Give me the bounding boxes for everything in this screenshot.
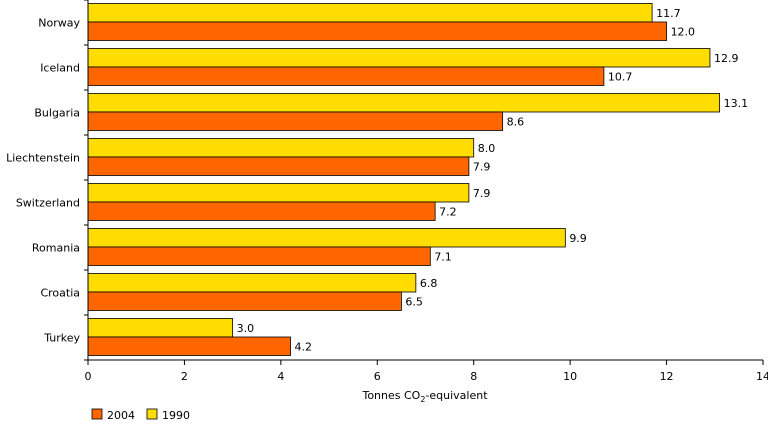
value-labels-group: 11.7 12.0 12.9 10.7 13.1 8.6 8.0 7.9 7.9 7.2 9.9 7.… — [237, 7, 748, 354]
value-label-1990-norway: 11.7 — [656, 7, 681, 20]
bar-2004-switzerland — [87, 201, 436, 221]
bar-1990-romania — [87, 228, 566, 248]
category-label-romania: Romania — [32, 242, 80, 255]
legend-label-1990: 1990 — [162, 409, 190, 422]
x-ticks-group: 0 2 4 6 8 10 12 14 — [85, 360, 768, 383]
value-label-1990-croatia: 6.8 — [420, 277, 438, 290]
value-label-2004-norway: 12.0 — [671, 25, 696, 38]
value-label-1990-bulgaria: 13.1 — [724, 97, 749, 110]
category-label-bulgaria: Bulgaria — [34, 107, 80, 120]
value-label-1990-romania: 9.9 — [569, 232, 587, 245]
value-label-1990-switzerland: 7.9 — [473, 187, 491, 200]
bar-2004-croatia — [87, 291, 402, 311]
category-labels-group: Norway Iceland Bulgaria Liechtenstein Switze… — [6, 17, 80, 345]
bar-1990-iceland — [87, 48, 711, 68]
bar-2004-norway — [87, 21, 667, 41]
category-label-croatia: Croatia — [40, 287, 80, 300]
x-tick-label: 0 — [85, 370, 92, 383]
value-label-2004-romania: 7.1 — [434, 250, 452, 263]
bar-2004-bulgaria — [87, 111, 504, 131]
bar-1990-norway — [87, 3, 653, 23]
x-tick-label: 12 — [660, 370, 674, 383]
legend-label-2004: 2004 — [107, 409, 135, 422]
category-label-liechtenstein: Liechtenstein — [6, 152, 80, 165]
category-label-iceland: Iceland — [40, 62, 80, 75]
value-label-2004-switzerland: 7.2 — [439, 205, 457, 218]
bar-2004-romania — [87, 246, 431, 266]
category-label-norway: Norway — [38, 17, 80, 30]
x-tick-label: 10 — [563, 370, 577, 383]
bar-1990-liechtenstein — [87, 138, 475, 158]
value-label-2004-liechtenstein: 7.9 — [473, 160, 491, 173]
value-label-2004-bulgaria: 8.6 — [507, 115, 524, 128]
x-tick-label: 6 — [374, 370, 381, 383]
bar-1990-bulgaria — [87, 93, 721, 113]
value-label-2004-turkey: 4.2 — [295, 340, 313, 353]
value-label-2004-iceland: 10.7 — [608, 70, 633, 83]
bars-group — [87, 3, 721, 356]
bar-2004-liechtenstein — [87, 156, 470, 176]
category-label-switzerland: Switzerland — [16, 197, 80, 210]
axes-group — [84, 0, 763, 361]
bar-1990-turkey — [87, 318, 234, 338]
category-label-turkey: Turkey — [43, 332, 80, 345]
x-tick-label: 2 — [181, 370, 188, 383]
bar-2004-turkey — [87, 336, 291, 356]
x-tick-label: 8 — [470, 370, 477, 383]
bar-1990-switzerland — [87, 183, 470, 203]
value-label-1990-liechtenstein: 8.0 — [478, 142, 496, 155]
x-tick-label: 14 — [756, 370, 768, 383]
x-tick-label: 4 — [277, 370, 284, 383]
legend-swatch-2004 — [91, 408, 103, 420]
value-label-1990-turkey: 3.0 — [237, 322, 255, 335]
bar-2004-iceland — [87, 66, 605, 86]
value-label-2004-croatia: 6.5 — [405, 295, 423, 308]
legend: 2004 1990 — [91, 408, 190, 422]
value-label-1990-iceland: 12.9 — [714, 52, 739, 65]
x-axis-title: Tonnes CO2-equivalent — [361, 389, 488, 404]
bar-1990-croatia — [87, 273, 417, 293]
legend-swatch-1990 — [146, 408, 158, 420]
